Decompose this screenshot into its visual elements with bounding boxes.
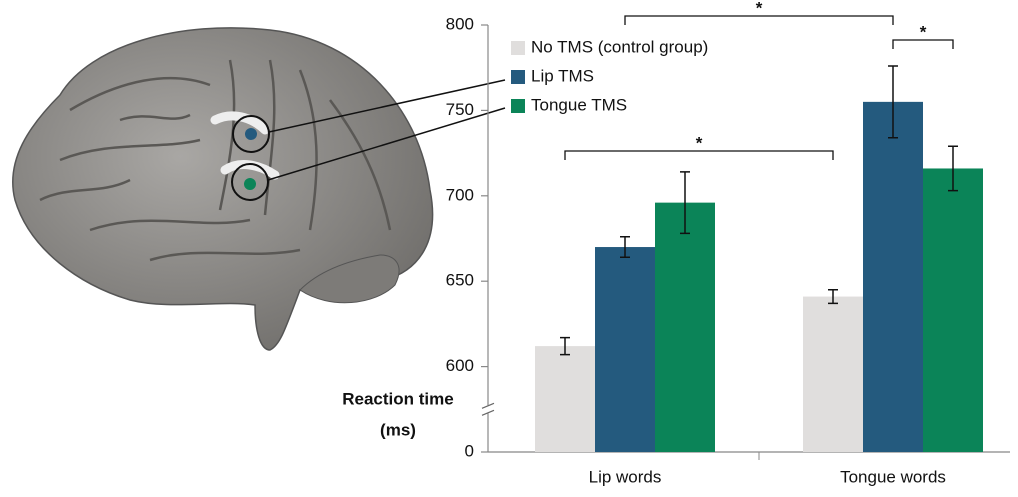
x-tick-label: Tongue words [840, 467, 946, 486]
legend-label: Tongue TMS [531, 95, 627, 114]
y-tick-label: 700 [446, 185, 474, 204]
bar [595, 247, 655, 452]
y-tick-label: 650 [446, 271, 474, 290]
legend-label: Lip TMS [531, 66, 594, 85]
legend-swatch [511, 70, 525, 84]
legend-swatch [511, 99, 525, 113]
x-tick-label: Lip words [589, 467, 662, 486]
y-axis-label: Reaction time [342, 389, 453, 408]
bar [655, 203, 715, 452]
y-axis-label: (ms) [380, 420, 416, 439]
bar [535, 346, 595, 452]
bar [923, 168, 983, 452]
bar [863, 102, 923, 452]
legend-swatch [511, 41, 525, 55]
legend-label: No TMS (control group) [531, 37, 708, 56]
chart: 0 600 650 700 750 800 Reaction time (ms) Lip wor… [342, 0, 1010, 486]
y-tick-label: 0 [465, 441, 474, 460]
significance-label: * [756, 0, 763, 17]
significance-label: * [920, 22, 927, 41]
figure: 0 600 650 700 750 800 Reaction time (ms) Lip wor… [0, 0, 1018, 492]
brain-illustration [13, 28, 505, 350]
y-tick-label: 600 [446, 356, 474, 375]
significance-label: * [696, 133, 703, 152]
bar [803, 297, 863, 452]
page: 0 600 650 700 750 800 Reaction time (ms) Lip wor… [0, 0, 1018, 497]
axis-break-gap [482, 405, 494, 413]
y-tick-label: 800 [446, 14, 474, 33]
y-tick-label: 750 [446, 100, 474, 119]
